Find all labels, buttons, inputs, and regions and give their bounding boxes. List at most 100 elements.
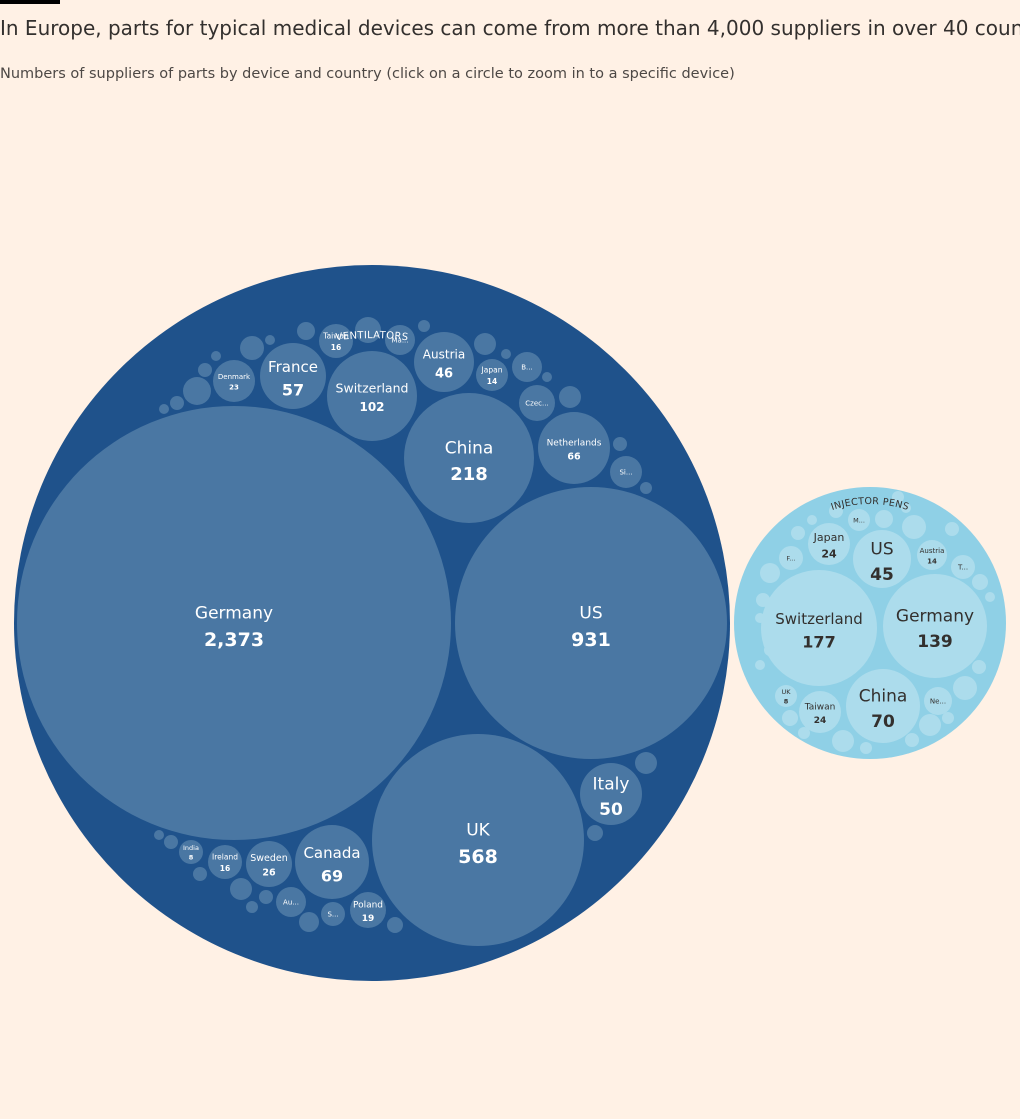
country-circle[interactable] [327,351,417,441]
country-bubble-ventilators-germany[interactable]: Germany 2,373 [17,406,451,840]
country-bubble-ventilators-austria[interactable]: Austria 46 [414,332,474,392]
country-value: 50 [599,800,623,820]
country-circle[interactable] [519,385,555,421]
country-label: Germany [195,604,273,624]
country-bubble-injector-pens-t[interactable]: T... [951,555,975,579]
country-bubble-ventilators-india[interactable]: India 8 [179,840,203,864]
country-bubble-ventilators-switzerland[interactable]: Switzerland 102 [327,351,417,441]
country-label: Austria [920,547,945,555]
country-circle[interactable] [476,359,508,391]
country-bubble-ventilators-au[interactable]: Au... [276,887,306,917]
country-label: China [859,687,908,707]
country-bubble-injector-pens-japan[interactable]: Japan 24 [808,523,850,565]
country-bubble-ventilators-poland[interactable]: Poland 19 [350,892,386,928]
country-label: Ireland [212,853,238,862]
minor-supplier-bubble [559,386,581,408]
country-bubble-ventilators-japan[interactable]: Japan 14 [476,359,508,391]
minor-supplier-bubble [501,349,511,359]
country-bubble-ventilators-china[interactable]: China 218 [404,393,534,523]
country-circle[interactable] [385,325,415,355]
country-bubble-ventilators-sweden[interactable]: Sweden 26 [246,841,292,887]
country-bubble-ventilators-france[interactable]: France 57 [260,343,326,409]
country-bubble-ventilators-netherlands[interactable]: Netherlands 66 [538,412,610,484]
country-circle[interactable] [799,691,841,733]
country-bubble-ventilators-denmark[interactable]: Denmark 23 [213,360,255,402]
country-value: 23 [229,383,239,391]
country-circle[interactable] [924,687,952,715]
country-circle[interactable] [414,332,474,392]
country-circle[interactable] [213,360,255,402]
minor-supplier-bubble [945,522,959,536]
country-bubble-ventilators-b[interactable]: B... [512,352,542,382]
country-circle[interactable] [455,487,727,759]
minor-supplier-bubble [613,437,627,451]
minor-supplier-bubble [892,491,904,503]
country-bubble-ventilators-si[interactable]: Si... [610,456,642,488]
country-circle[interactable] [610,456,642,488]
country-circle[interactable] [846,669,920,743]
minor-supplier-bubble [259,890,273,904]
country-circle[interactable] [404,393,534,523]
country-bubble-ventilators-ireland[interactable]: Ireland 16 [208,845,242,879]
minor-supplier-bubble [164,835,178,849]
country-bubble-injector-pens-m[interactable]: M... [848,509,870,531]
country-value: 568 [458,846,498,868]
country-circle[interactable] [761,570,877,686]
country-value: 931 [571,629,611,651]
country-circle[interactable] [951,555,975,579]
country-circle[interactable] [276,887,306,917]
country-circle[interactable] [295,825,369,899]
minor-supplier-bubble [387,917,403,933]
country-circle[interactable] [848,509,870,531]
country-bubble-injector-pens-germany[interactable]: Germany 139 [883,574,987,678]
country-circle[interactable] [779,546,803,570]
country-label: China [445,439,494,459]
minor-supplier-bubble [542,372,552,382]
country-value: 26 [262,867,276,878]
country-circle[interactable] [208,845,242,879]
country-bubble-ventilators-taiwan[interactable]: Taiwan 16 [319,324,353,358]
country-circle[interactable] [321,902,345,926]
country-bubble-injector-pens-ne[interactable]: Ne... [924,687,952,715]
country-circle[interactable] [580,763,642,825]
country-value: 24 [814,716,827,726]
country-circle[interactable] [917,540,947,570]
minor-supplier-bubble [901,503,911,513]
country-bubble-ventilators-canada[interactable]: Canada 69 [295,825,369,899]
country-circle[interactable] [808,523,850,565]
country-bubble-ventilators-czec[interactable]: Czec... [519,385,555,421]
minor-supplier-bubble [942,712,954,724]
country-bubble-injector-pens-uk[interactable]: UK 8 [775,685,797,707]
country-bubble-ventilators-uk[interactable]: UK 568 [372,734,584,946]
device-ventilators[interactable]: Germany 2,373 US 931 UK 568 China 218 Switzerlan… [14,265,730,981]
device-injector-pens[interactable]: Switzerland 177 Germany 139 China 70 US 45 Japan… [734,487,1006,759]
country-circle[interactable] [853,530,911,588]
country-bubble-ventilators-ma[interactable]: Ma... [385,325,415,355]
country-circle[interactable] [17,406,451,840]
country-circle[interactable] [260,343,326,409]
country-bubble-ventilators-s[interactable]: S... [321,902,345,926]
country-bubble-injector-pens-f[interactable]: F... [779,546,803,570]
country-circle[interactable] [179,840,203,864]
minor-supplier-bubble [791,526,805,540]
country-value: 69 [321,866,343,885]
country-label: F... [787,554,796,562]
country-value: 177 [802,632,835,651]
country-circle[interactable] [319,324,353,358]
country-circle[interactable] [775,685,797,707]
minor-supplier-bubble [159,404,169,414]
brand-bar [0,0,60,4]
country-bubble-injector-pens-china[interactable]: China 70 [846,669,920,743]
country-circle[interactable] [512,352,542,382]
country-bubble-injector-pens-austria[interactable]: Austria 14 [917,540,947,570]
country-bubble-injector-pens-switzerland[interactable]: Switzerland 177 [761,570,877,686]
country-circle[interactable] [350,892,386,928]
country-bubble-ventilators-us[interactable]: US 931 [455,487,727,759]
country-circle[interactable] [883,574,987,678]
country-circle[interactable] [538,412,610,484]
country-circle[interactable] [246,841,292,887]
country-circle[interactable] [372,734,584,946]
country-bubble-injector-pens-us[interactable]: US 45 [853,530,911,588]
country-bubble-injector-pens-taiwan[interactable]: Taiwan 24 [799,691,841,733]
country-bubble-ventilators-italy[interactable]: Italy 50 [580,763,642,825]
